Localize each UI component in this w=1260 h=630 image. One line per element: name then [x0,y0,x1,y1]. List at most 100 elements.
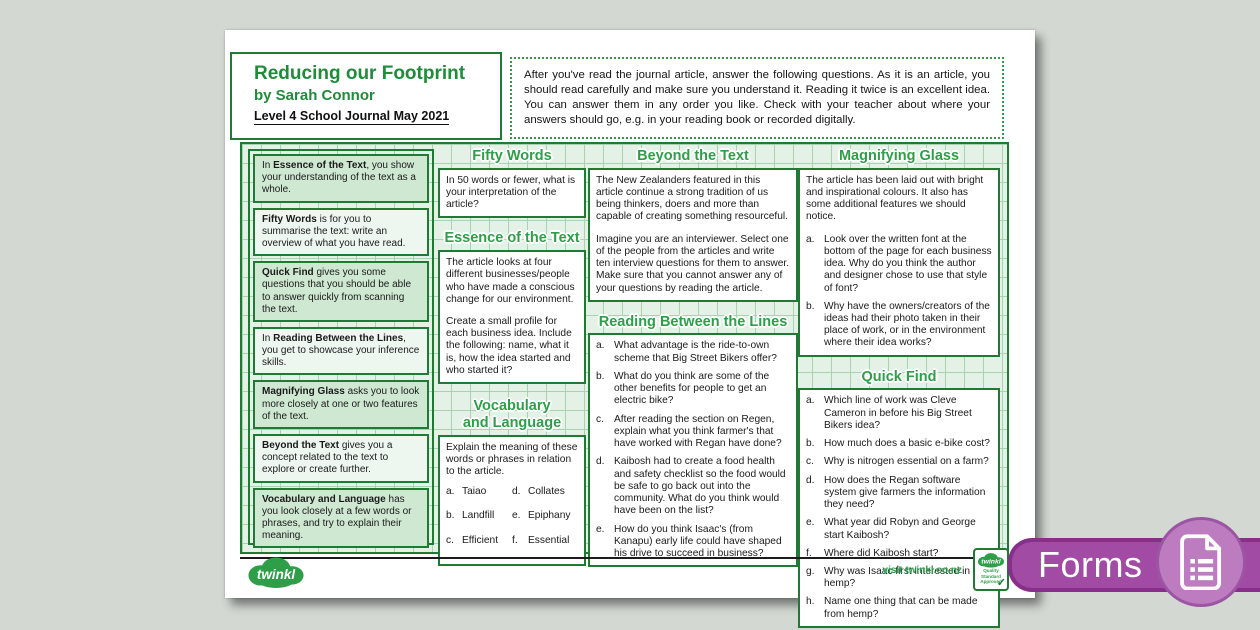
column-magnifying-quickfind: Magnifying Glass The article has been la… [798,144,1000,628]
page-title: Reducing our Footprint [254,63,466,84]
item-letter: h. [806,596,815,608]
visit-link[interactable]: visit twinkl.co.nz [882,565,962,576]
legend-text: gives you a concept related to the text … [262,440,393,476]
item-text: Look over the written font at the bottom… [824,233,992,294]
quality-badge-line2: Approved [980,579,1002,584]
section-box-quick-find: a. Which line of work was Cleve Cameron i… [798,388,1000,628]
item-word: Landfill [462,510,495,522]
legend-bold: Fifty Words [262,213,317,225]
item-text: Kaibosh had to create a food health and … [614,456,786,517]
section-title-fifty-words: Fifty Words [472,148,552,164]
vocab-word: f. Essential [512,535,578,547]
item-letter: f. [806,547,812,559]
item-text: How do you think Isaac's (from Kanapu) e… [614,523,782,559]
question-item: b. How much does a basic e-bike cost? [806,438,992,450]
page-subtitle: Level 4 School Journal May 2021 [254,109,450,126]
legend-text: , you get to showcase your inference ski… [262,332,420,369]
item-word: Taiao [462,486,487,498]
legend-item-magnifying-glass: Magnifying Glass asks you to look more c… [253,380,429,429]
legend-bold: Beyond the Text [262,440,340,451]
forms-icon-circle [1156,517,1246,607]
essence-paragraph: The article looks at four different busi… [446,257,575,305]
legend-bold: Reading Between the Lines [273,332,404,344]
magnifying-intro: The article has been laid out with brigh… [806,174,984,223]
column-fifty-words-essence-vocab: Fifty Words In 50 words or fewer, what i… [438,144,586,566]
title-box: Reducing our Footprint by Sarah Connor L… [230,52,502,140]
vocab-word: b. Landfill [446,510,512,522]
question-item: c. Why is nitrogen essential on a farm? [806,456,992,468]
item-letter: e. [596,523,605,535]
item-letter: c. [806,456,814,468]
forms-label: Forms [1038,544,1143,585]
legend-text: gives you some questions that you should… [262,267,411,315]
item-letter: b. [596,370,605,382]
legend-bold: Essence of the Text [273,160,367,171]
item-letter: e. [512,510,521,522]
legend-item-reading-between-lines: In Reading Between the Lines, you get to… [253,326,429,376]
legend-bold: Quick Find [262,267,314,279]
question-item: d. Kaibosh had to create a food health an… [596,456,790,517]
section-box-magnifying: The article has been laid out with brigh… [798,167,1000,357]
question-item: e. What year did Robyn and George start K… [806,517,992,541]
legend-text: In [262,332,274,344]
question-item: g. Why was Isaac first interested in hemp… [806,566,992,590]
legend-bold: Vocabulary and Language [262,493,386,505]
item-letter: a. [806,395,815,407]
vocab-word: d. Collates [512,486,578,498]
svg-text:twinkl: twinkl [257,567,296,582]
worksheet-page: Reducing our Footprint by Sarah Connor L… [225,30,1035,628]
section-title-magnifying: Magnifying Glass [838,148,960,164]
item-text: After reading the section on Regen, expl… [614,413,782,450]
item-text: How does the Regan software system give … [824,474,986,511]
legend-text: asks you to look more closely at one or … [262,386,420,422]
vocab-word: c. Efficient [446,535,512,547]
twinkl-cloud-icon: twinkl [977,553,1005,568]
vocab-title-line2: and Language [462,414,562,431]
vocab-title-line1: Vocabulary [473,398,551,415]
question-item: e. How do you think Isaac's (from Kanapu)… [596,524,790,561]
item-letter: c. [596,413,604,425]
column-beyond-reading: Beyond the Text The New Zealanders featu… [588,144,798,568]
question-item: h. Name one thing that can be made from h… [806,596,992,620]
vocab-word-columns: a. Taiao b. Landfill c. Efficient d. Collate… [446,486,578,559]
check-icon: ✓ [996,577,1006,589]
question-item: a. Which line of work was Cleve Cameron i… [806,395,992,432]
item-letter: f. [512,534,518,546]
section-legend-sidebar: In Essence of the Text, you show your un… [248,149,434,549]
svg-text:twinkl: twinkl [981,558,1001,565]
item-text: Which line of work was Cleve Cameron in … [824,395,972,431]
beyond-paragraph: The New Zealanders featured in this arti… [596,174,788,223]
legend-item-fifty-words: Fifty Words is for you to summarise the … [253,207,429,257]
question-item: b. What do you think are some of the othe… [596,371,790,408]
item-letter: d. [512,486,521,498]
twinkl-cloud-logo: twinkl [248,557,304,588]
vocab-left-column: a. Taiao b. Landfill c. Efficient [446,486,512,559]
twinkl-quality-approved-badge: twinkl Quality Standard Approved ✓ [973,548,1009,591]
item-text: What advantage is the ride-to-own scheme… [614,340,777,364]
section-box-beyond: The New Zealanders featured in this arti… [588,167,798,302]
item-letter: a. [596,340,605,352]
section-title-quick-find: Quick Find [861,368,937,385]
item-text: Why was Isaac first interested in hemp? [824,565,971,590]
forms-badge[interactable]: Forms [1008,517,1260,607]
item-letter: b. [446,510,455,522]
item-text: Why have the owners/creators of the idea… [824,300,990,349]
question-item: f. Where did Kaibosh start? [806,548,992,560]
vocab-word: e. Epiphany [512,510,578,522]
item-letter: d. [806,474,815,486]
vocab-word: a. Taiao [446,486,512,498]
item-letter: b. [806,438,815,450]
legend-text: is for you to summarise the text: write … [262,213,406,249]
item-letter: c. [446,534,454,546]
item-letter: g. [806,565,815,577]
item-text: Why is nitrogen essential on a farm? [824,456,989,468]
item-letter: b. [806,300,815,312]
legend-bold: Magnifying Glass [262,386,345,398]
question-item: a. What advantage is the ride-to-own sche… [596,340,790,364]
item-word: Essential [528,534,570,546]
legend-text: has you look closely at a few words or p… [262,493,412,542]
vocab-right-column: d. Collates e. Epiphany f. Essential [512,486,578,559]
item-word: Epiphany [528,510,571,522]
section-box-essence: The article looks at four different busi… [438,250,586,385]
section-title-reading: Reading Between the Lines [598,313,788,330]
